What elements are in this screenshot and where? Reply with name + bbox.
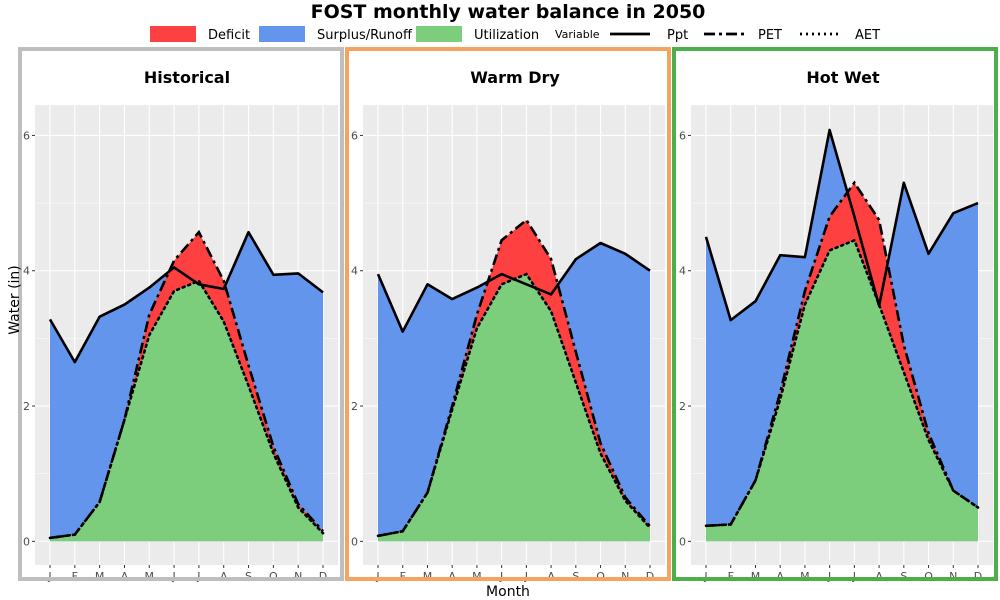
x-tick-label: D bbox=[319, 570, 327, 583]
line-pet bbox=[49, 229, 324, 540]
x-tick-label: F bbox=[72, 570, 78, 583]
x-tick-label: N bbox=[949, 570, 957, 583]
area-utilization bbox=[706, 240, 978, 542]
x-tick-label: J bbox=[47, 570, 51, 583]
line-ppt bbox=[376, 241, 651, 333]
x-tick-label: S bbox=[245, 570, 252, 583]
x-tick-label: D bbox=[646, 570, 654, 583]
x-tick-label: O bbox=[269, 570, 278, 583]
legend-label-surplus: Surplus/Runoff bbox=[317, 28, 413, 43]
x-tick-label: A bbox=[220, 570, 228, 583]
panel-warm-dry: 0 2 4 6 J F M A M J J A S O N D Warm Dry bbox=[345, 47, 671, 583]
x-tick-label: S bbox=[572, 570, 579, 583]
panel-title: Warm Dry bbox=[470, 68, 560, 87]
legend-label-utilization: Utilization bbox=[474, 28, 539, 43]
y-tick-label: 6 bbox=[23, 129, 30, 142]
panel-title: Historical bbox=[144, 68, 230, 87]
x-tick-label: J bbox=[852, 570, 856, 583]
y-tick-label: 0 bbox=[23, 535, 30, 548]
legend-label-deficit: Deficit bbox=[208, 28, 250, 43]
x-tick-label: M bbox=[95, 570, 105, 583]
x-tick-label: O bbox=[596, 570, 605, 583]
y-tick-label: 2 bbox=[351, 400, 358, 413]
line-ppt bbox=[704, 128, 979, 322]
y-axis-title: Water (in) bbox=[7, 265, 23, 335]
x-tick-label: J bbox=[703, 570, 707, 583]
y-tick-label: 2 bbox=[23, 400, 30, 413]
chart-title: FOST monthly water balance in 2050 bbox=[311, 1, 706, 23]
x-tick-label: J bbox=[375, 570, 379, 583]
legend-swatch-surplus bbox=[259, 26, 305, 42]
y-tick-label: 0 bbox=[351, 535, 358, 548]
legend-label-ppt: Ppt bbox=[667, 28, 688, 43]
x-tick-label: A bbox=[776, 570, 784, 583]
x-tick-label: A bbox=[448, 570, 456, 583]
legend-variable-title: Variable bbox=[555, 28, 600, 41]
line-pet bbox=[705, 180, 979, 528]
legend-label-aet: AET bbox=[855, 28, 880, 43]
x-tick-label: A bbox=[121, 570, 129, 583]
panel-title: Hot Wet bbox=[806, 68, 880, 87]
x-tick-label: J bbox=[499, 570, 503, 583]
panel-frame bbox=[672, 47, 998, 581]
x-tick-label: N bbox=[621, 570, 629, 583]
y-tick-label: 6 bbox=[679, 129, 686, 142]
x-tick-label: N bbox=[294, 570, 302, 583]
x-tick-label: J bbox=[171, 570, 175, 583]
panel-hot-wet: 0 2 4 6 J F M A M J J A S O N D Hot Wet bbox=[672, 47, 998, 583]
x-tick-label: D bbox=[974, 570, 982, 583]
legend-label-pet: PET bbox=[758, 28, 782, 43]
x-tick-label: J bbox=[827, 570, 831, 583]
x-tick-label: O bbox=[924, 570, 933, 583]
y-tick-label: 4 bbox=[23, 265, 30, 278]
legend: Deficit Surplus/Runoff Utilization Variable… bbox=[150, 26, 880, 43]
x-tick-label: M bbox=[423, 570, 433, 583]
area-utilization bbox=[50, 280, 323, 542]
x-axis-title: Month bbox=[486, 584, 530, 600]
y-tick-label: 4 bbox=[679, 265, 686, 278]
panel-historical: 0 2 4 6 J F M A M J J A S O N D Historical bbox=[18, 47, 344, 583]
x-tick-label: S bbox=[900, 570, 907, 583]
x-tick-label: M bbox=[800, 570, 810, 583]
x-tick-label: A bbox=[875, 570, 883, 583]
legend-swatch-deficit bbox=[150, 26, 196, 42]
line-ppt bbox=[48, 230, 324, 364]
y-tick-label: 0 bbox=[679, 535, 686, 548]
x-tick-label: M bbox=[145, 570, 155, 583]
y-tick-label: 2 bbox=[679, 400, 686, 413]
x-tick-label: F bbox=[400, 570, 406, 583]
x-tick-label: A bbox=[547, 570, 555, 583]
area-utilization bbox=[378, 274, 650, 542]
y-tick-label: 4 bbox=[351, 265, 358, 278]
x-tick-label: F bbox=[728, 570, 734, 583]
legend-swatch-utilization bbox=[416, 26, 462, 42]
x-tick-label: J bbox=[196, 570, 200, 583]
y-tick-label: 6 bbox=[351, 129, 358, 142]
panel-frame bbox=[345, 47, 671, 581]
x-tick-label: J bbox=[524, 570, 528, 583]
x-tick-label: M bbox=[472, 570, 482, 583]
x-tick-label: M bbox=[751, 570, 761, 583]
facet-panels: 0 2 4 6 J F M A M J J A S O N D Historical 0 2 4 6 J F M A M J J A S O… bbox=[18, 47, 998, 583]
panel-frame bbox=[18, 47, 344, 581]
